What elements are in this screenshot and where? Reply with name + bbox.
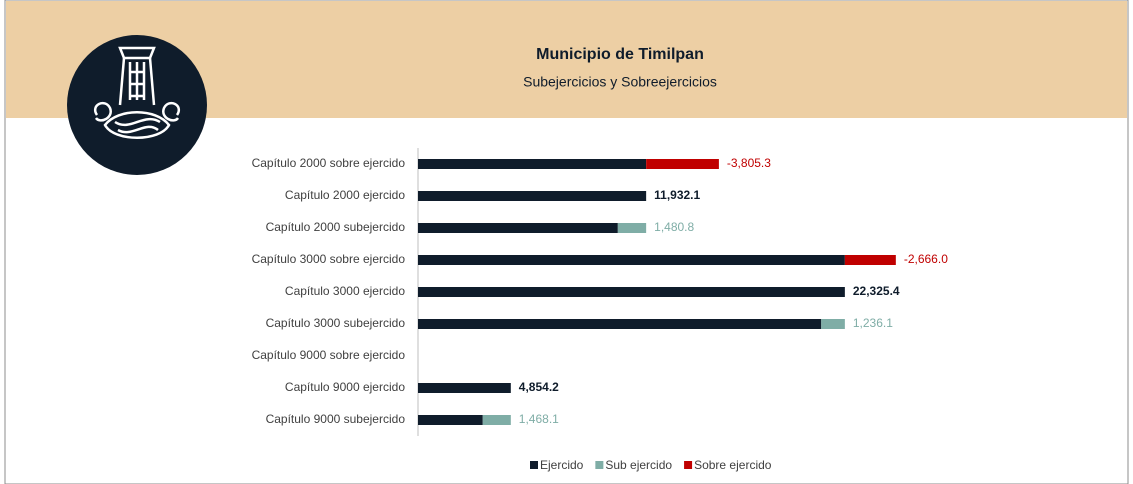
data-label: 1,468.1 [519,412,559,426]
bar-segment [482,415,511,425]
bar-segment [617,223,647,233]
y-tick-label: Capítulo 2000 subejercido [266,220,406,234]
chart-title: Municipio de Timilpan [536,46,704,63]
y-tick-label: Capítulo 3000 subejercido [266,316,406,330]
y-tick-label: Capítulo 9000 ejercido [285,380,405,394]
y-tick-label: Capítulo 2000 sobre ejercido [252,156,406,170]
bar-segment [418,415,483,425]
legend-label: Ejercido [540,458,584,472]
data-label: 11,932.1 [654,188,700,202]
legend-label: Sub ejercido [605,458,672,472]
bar-segment [418,287,845,297]
data-label: -2,666.0 [904,252,948,266]
bar-segment [418,223,618,233]
data-label: 1,236.1 [853,316,893,330]
data-label: -3,805.3 [727,156,771,170]
bar-segment [418,319,822,329]
y-tick-label: Capítulo 2000 ejercido [285,188,405,202]
legend-swatch [684,461,693,469]
bar-segment [418,191,647,201]
data-label: 4,854.2 [519,380,559,394]
bar-segment [418,383,511,393]
y-tick-label: Capítulo 9000 subejercido [266,412,406,426]
bar-segment [418,159,647,169]
y-tick-label: Capítulo 3000 ejercido [285,284,405,298]
y-tick-label: Capítulo 3000 sobre ejercido [252,252,406,266]
chart-subtitle: Subejercicios y Sobreejercicios [523,74,717,90]
bar-segment [821,319,845,329]
data-label: 1,480.8 [654,220,694,234]
bar-segment [844,255,896,265]
bar-segment [646,159,719,169]
data-label: 22,325.4 [853,284,900,298]
y-tick-label: Capítulo 9000 sobre ejercido [252,348,406,362]
legend-swatch [530,461,538,469]
logo [67,35,207,175]
legend-swatch [595,461,604,469]
bar-segment [418,255,845,265]
legend-label: Sobre ejercido [694,458,772,472]
